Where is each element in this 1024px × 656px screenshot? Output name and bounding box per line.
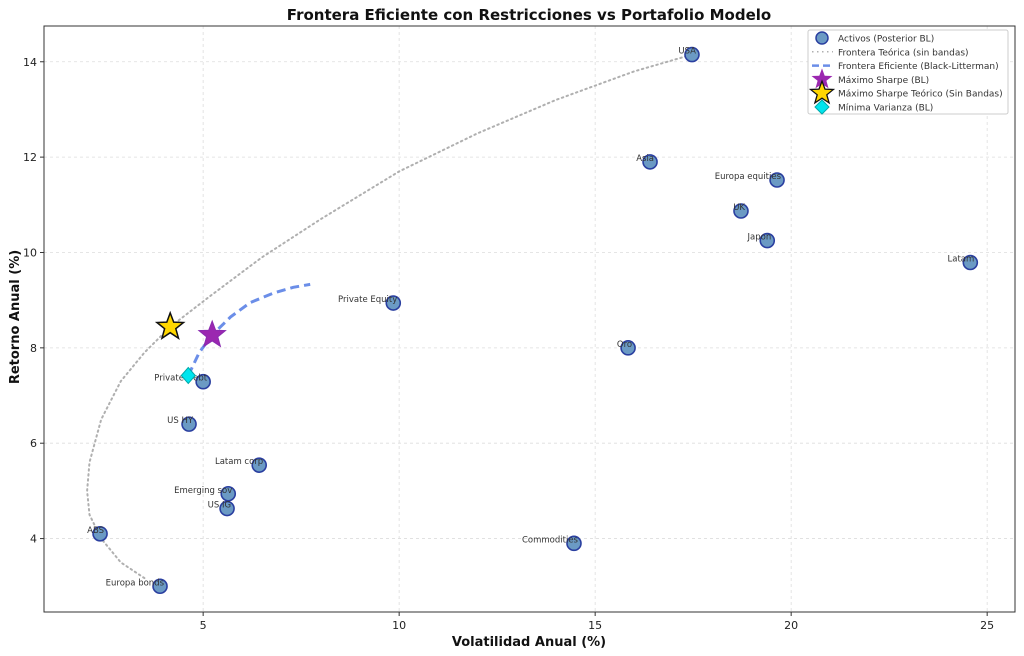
asset-label: ABS	[87, 526, 104, 536]
asset-label: US HY	[167, 416, 194, 426]
asset-point	[92, 526, 108, 542]
asset-label: Europa equities	[715, 172, 782, 182]
asset-label: Commodities	[522, 535, 579, 545]
asset-label: Asia	[636, 154, 654, 164]
y-axis-label: Retorno Anual (%)	[8, 250, 23, 384]
legend-label: Máximo Sharpe Teórico (Sin Bandas)	[838, 89, 1003, 100]
asset-point	[962, 254, 979, 271]
bl-frontier-line	[186, 282, 311, 377]
x-axis-label: Volatilidad Anual (%)	[452, 635, 606, 650]
asset-point	[620, 340, 636, 356]
asset-point	[195, 373, 211, 390]
x-tick-label: 5	[200, 619, 207, 632]
legend-label: Activos (Posterior BL)	[838, 35, 934, 45]
legend-label: Máximo Sharpe (BL)	[838, 76, 929, 86]
asset-label: Private Debt	[154, 374, 208, 384]
plot-frame	[43, 25, 1016, 613]
asset-point	[759, 232, 776, 249]
max-sharpe-theoretical-marker	[154, 310, 186, 340]
asset-point	[769, 172, 785, 188]
asset-label: Oro	[617, 340, 632, 350]
asset-label: USA	[678, 47, 696, 57]
x-tick-label: 20	[784, 619, 798, 632]
asset-point	[251, 457, 268, 473]
y-tick-label: 8	[30, 342, 37, 355]
asset-point	[385, 295, 402, 311]
asset-label: US IG	[208, 501, 231, 511]
asset-point	[152, 578, 168, 595]
legend-min-var-swatch	[814, 99, 830, 115]
asset-point	[181, 416, 197, 432]
asset-label: Private Equity	[338, 295, 397, 305]
x-tick-label: 15	[588, 619, 602, 632]
x-tick-label: 10	[392, 619, 406, 632]
asset-point	[642, 154, 658, 170]
asset-label: Latam corp	[215, 457, 263, 467]
y-tick-label: 4	[30, 533, 37, 546]
asset-point	[219, 500, 235, 517]
legend-max-sharpe-bl-swatch	[811, 68, 833, 89]
max-sharpe-bl-marker	[197, 319, 227, 348]
asset-label: Latam	[948, 254, 975, 264]
y-tick-label: 6	[30, 437, 37, 450]
asset-label: Europa bonds	[106, 578, 165, 588]
asset-label: Emerging sov	[174, 486, 232, 496]
x-tick-label: 25	[980, 619, 994, 632]
legend-label: Frontera Teórica (sin bandas)	[838, 47, 969, 58]
legend-label: Frontera Eficiente (Black-Litterman)	[838, 62, 999, 72]
asset-label: Japon	[747, 233, 772, 243]
chart-title: Frontera Eficiente con Restricciones vs …	[287, 6, 771, 24]
legend-max-sharpe-theo-swatch	[808, 79, 836, 105]
min-variance-marker	[180, 366, 196, 385]
y-tick-label: 14	[23, 56, 37, 69]
theoretical-frontier-line	[86, 53, 693, 580]
y-tick-label: 12	[23, 151, 37, 164]
legend-label: Mínima Varianza (BL)	[838, 104, 933, 114]
asset-point	[220, 485, 237, 502]
asset-point	[566, 535, 582, 552]
legend-frame	[807, 29, 1009, 115]
y-tick-label: 10	[23, 246, 37, 259]
legend-asset-swatch	[815, 31, 829, 45]
legend: Activos (Posterior BL) Frontera Teórica (…	[807, 29, 1009, 115]
asset-point	[684, 46, 700, 63]
asset-label: UK	[733, 203, 745, 213]
asset-point	[733, 203, 749, 219]
